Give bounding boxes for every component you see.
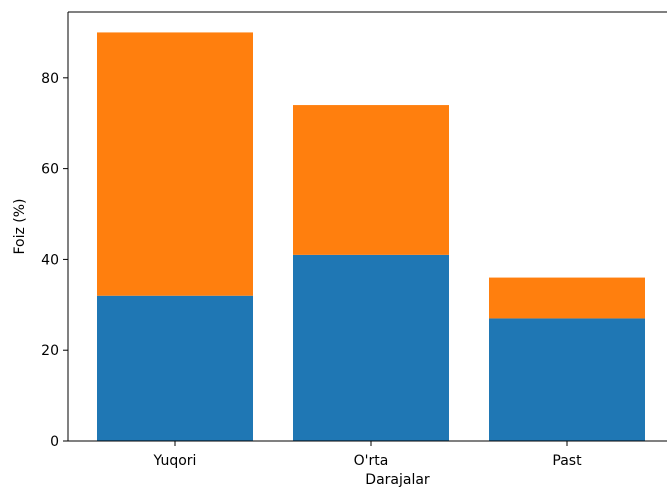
y-axis-label: Foiz (%) — [12, 198, 28, 254]
bar-2-series-1 — [489, 277, 645, 319]
y-tick-label: 40 — [41, 252, 59, 268]
bar-0-series-1 — [97, 32, 253, 296]
bars-layer — [97, 32, 645, 441]
y-tick-label: 0 — [50, 434, 59, 450]
y-tick-label: 80 — [41, 71, 59, 87]
y-ticks: 0 20 40 60 80 — [41, 71, 68, 450]
x-ticks: Yuqori O'rta Past — [153, 441, 582, 469]
y-tick-label: 20 — [41, 343, 59, 359]
x-tick-label: Yuqori — [153, 453, 197, 469]
x-axis-label: Darajalar — [365, 472, 430, 488]
x-tick-label: O'rta — [354, 453, 389, 469]
bar-1-series-0 — [293, 254, 449, 441]
bar-2-series-0 — [489, 318, 645, 441]
x-tick-label: Past — [552, 453, 582, 469]
y-tick-label: 60 — [41, 162, 59, 178]
bar-1-series-1 — [293, 105, 449, 255]
bar-0-series-0 — [97, 295, 253, 441]
